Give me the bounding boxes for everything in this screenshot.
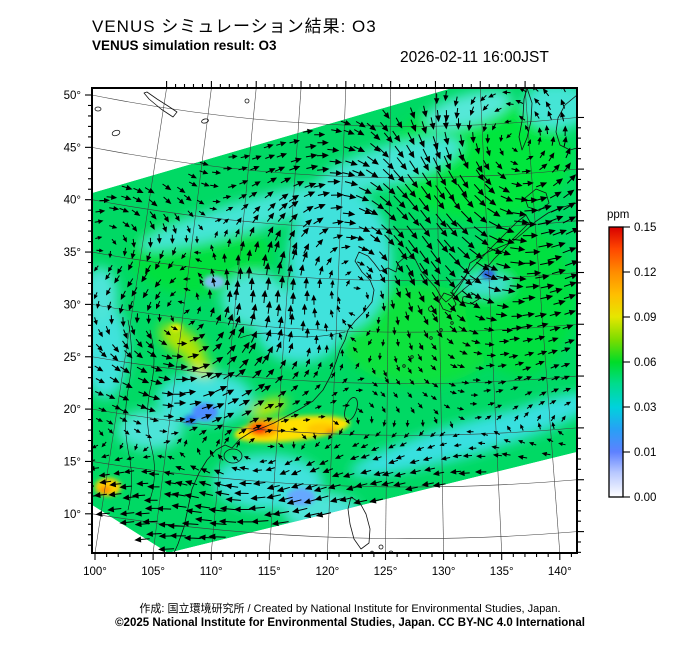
lat-tick-label: 35° bbox=[64, 247, 81, 259]
river bbox=[239, 331, 346, 339]
timestamp: 2026-02-11 16:00JST bbox=[400, 49, 549, 66]
lon-tick-label: 105° bbox=[141, 566, 165, 578]
coast-sakhalin bbox=[518, 88, 533, 151]
lon-tick-label: 110° bbox=[200, 566, 223, 578]
lake bbox=[201, 118, 209, 124]
colorbar-tick-label: 0.15 bbox=[634, 222, 656, 234]
lake bbox=[94, 106, 102, 112]
colorbar-tick-label: 0.03 bbox=[634, 402, 656, 414]
colorbar-tick-label: 0.09 bbox=[634, 312, 656, 324]
colorbar: ppm 0.15 0.12 0.09 0.06 0.03 0.01 0.00 bbox=[607, 209, 656, 504]
lon-tick-label: 135° bbox=[490, 566, 514, 578]
colorbar-tick-label: 0.06 bbox=[634, 357, 656, 369]
coast-kyushu bbox=[438, 292, 457, 313]
lon-tick-label: 140° bbox=[548, 566, 572, 578]
lake-baikal bbox=[143, 91, 178, 118]
lat-tick-label: 15° bbox=[64, 456, 81, 468]
coast-island bbox=[378, 544, 384, 550]
coast-hainan bbox=[223, 448, 243, 464]
lat-tick-label: 25° bbox=[64, 352, 81, 364]
axis-labels: 50° 45° 40° 35° 30° 25° 20° 15° 10° 100° 105° 110° 1… bbox=[64, 90, 572, 578]
colorbar-gradient bbox=[608, 226, 624, 498]
page-title-english: VENUS simulation result: O3 bbox=[92, 38, 277, 53]
lon-tick-label: 120° bbox=[316, 566, 340, 578]
coast-shikoku bbox=[461, 293, 480, 305]
lon-tick-label: 115° bbox=[258, 566, 281, 578]
river bbox=[147, 329, 155, 501]
lake bbox=[111, 129, 121, 137]
colorbar-tick-label: 0.00 bbox=[634, 492, 656, 504]
colorbar-tick-label: 0.12 bbox=[634, 267, 656, 279]
coast-luzon bbox=[347, 496, 371, 550]
lat-tick-label: 45° bbox=[64, 142, 81, 154]
colorbar-tick-label: 0.01 bbox=[634, 447, 656, 459]
coast-hokkaido bbox=[524, 188, 550, 212]
map-frame bbox=[91, 87, 578, 554]
lat-tick-label: 30° bbox=[64, 299, 81, 311]
lon-tick-label: 100° bbox=[83, 566, 107, 578]
wind-arrows bbox=[92, 88, 577, 553]
attribution-line: 作成: 国立環境研究所 / Created by National Instit… bbox=[139, 603, 561, 615]
lat-tick-label: 20° bbox=[64, 404, 81, 416]
colorbar-unit-label: ppm bbox=[607, 209, 629, 221]
wind-vector-field bbox=[92, 88, 577, 553]
page-title-japanese: VENUS シミュレーション結果: O3 bbox=[92, 17, 377, 36]
lake bbox=[244, 98, 250, 104]
copyright-line: ©2025 National Institute for Environment… bbox=[115, 617, 585, 629]
coast-island bbox=[369, 550, 375, 553]
lon-tick-label: 130° bbox=[432, 566, 456, 578]
lat-tick-label: 40° bbox=[64, 195, 81, 207]
coast-mainland-asia bbox=[173, 202, 577, 553]
coast-honshu bbox=[451, 214, 531, 298]
coast-island bbox=[388, 550, 394, 553]
lon-tick-label: 125° bbox=[374, 566, 398, 578]
lat-tick-label: 50° bbox=[64, 90, 81, 102]
lat-tick-label: 10° bbox=[64, 509, 81, 521]
map-frame-ticks bbox=[85, 81, 584, 560]
